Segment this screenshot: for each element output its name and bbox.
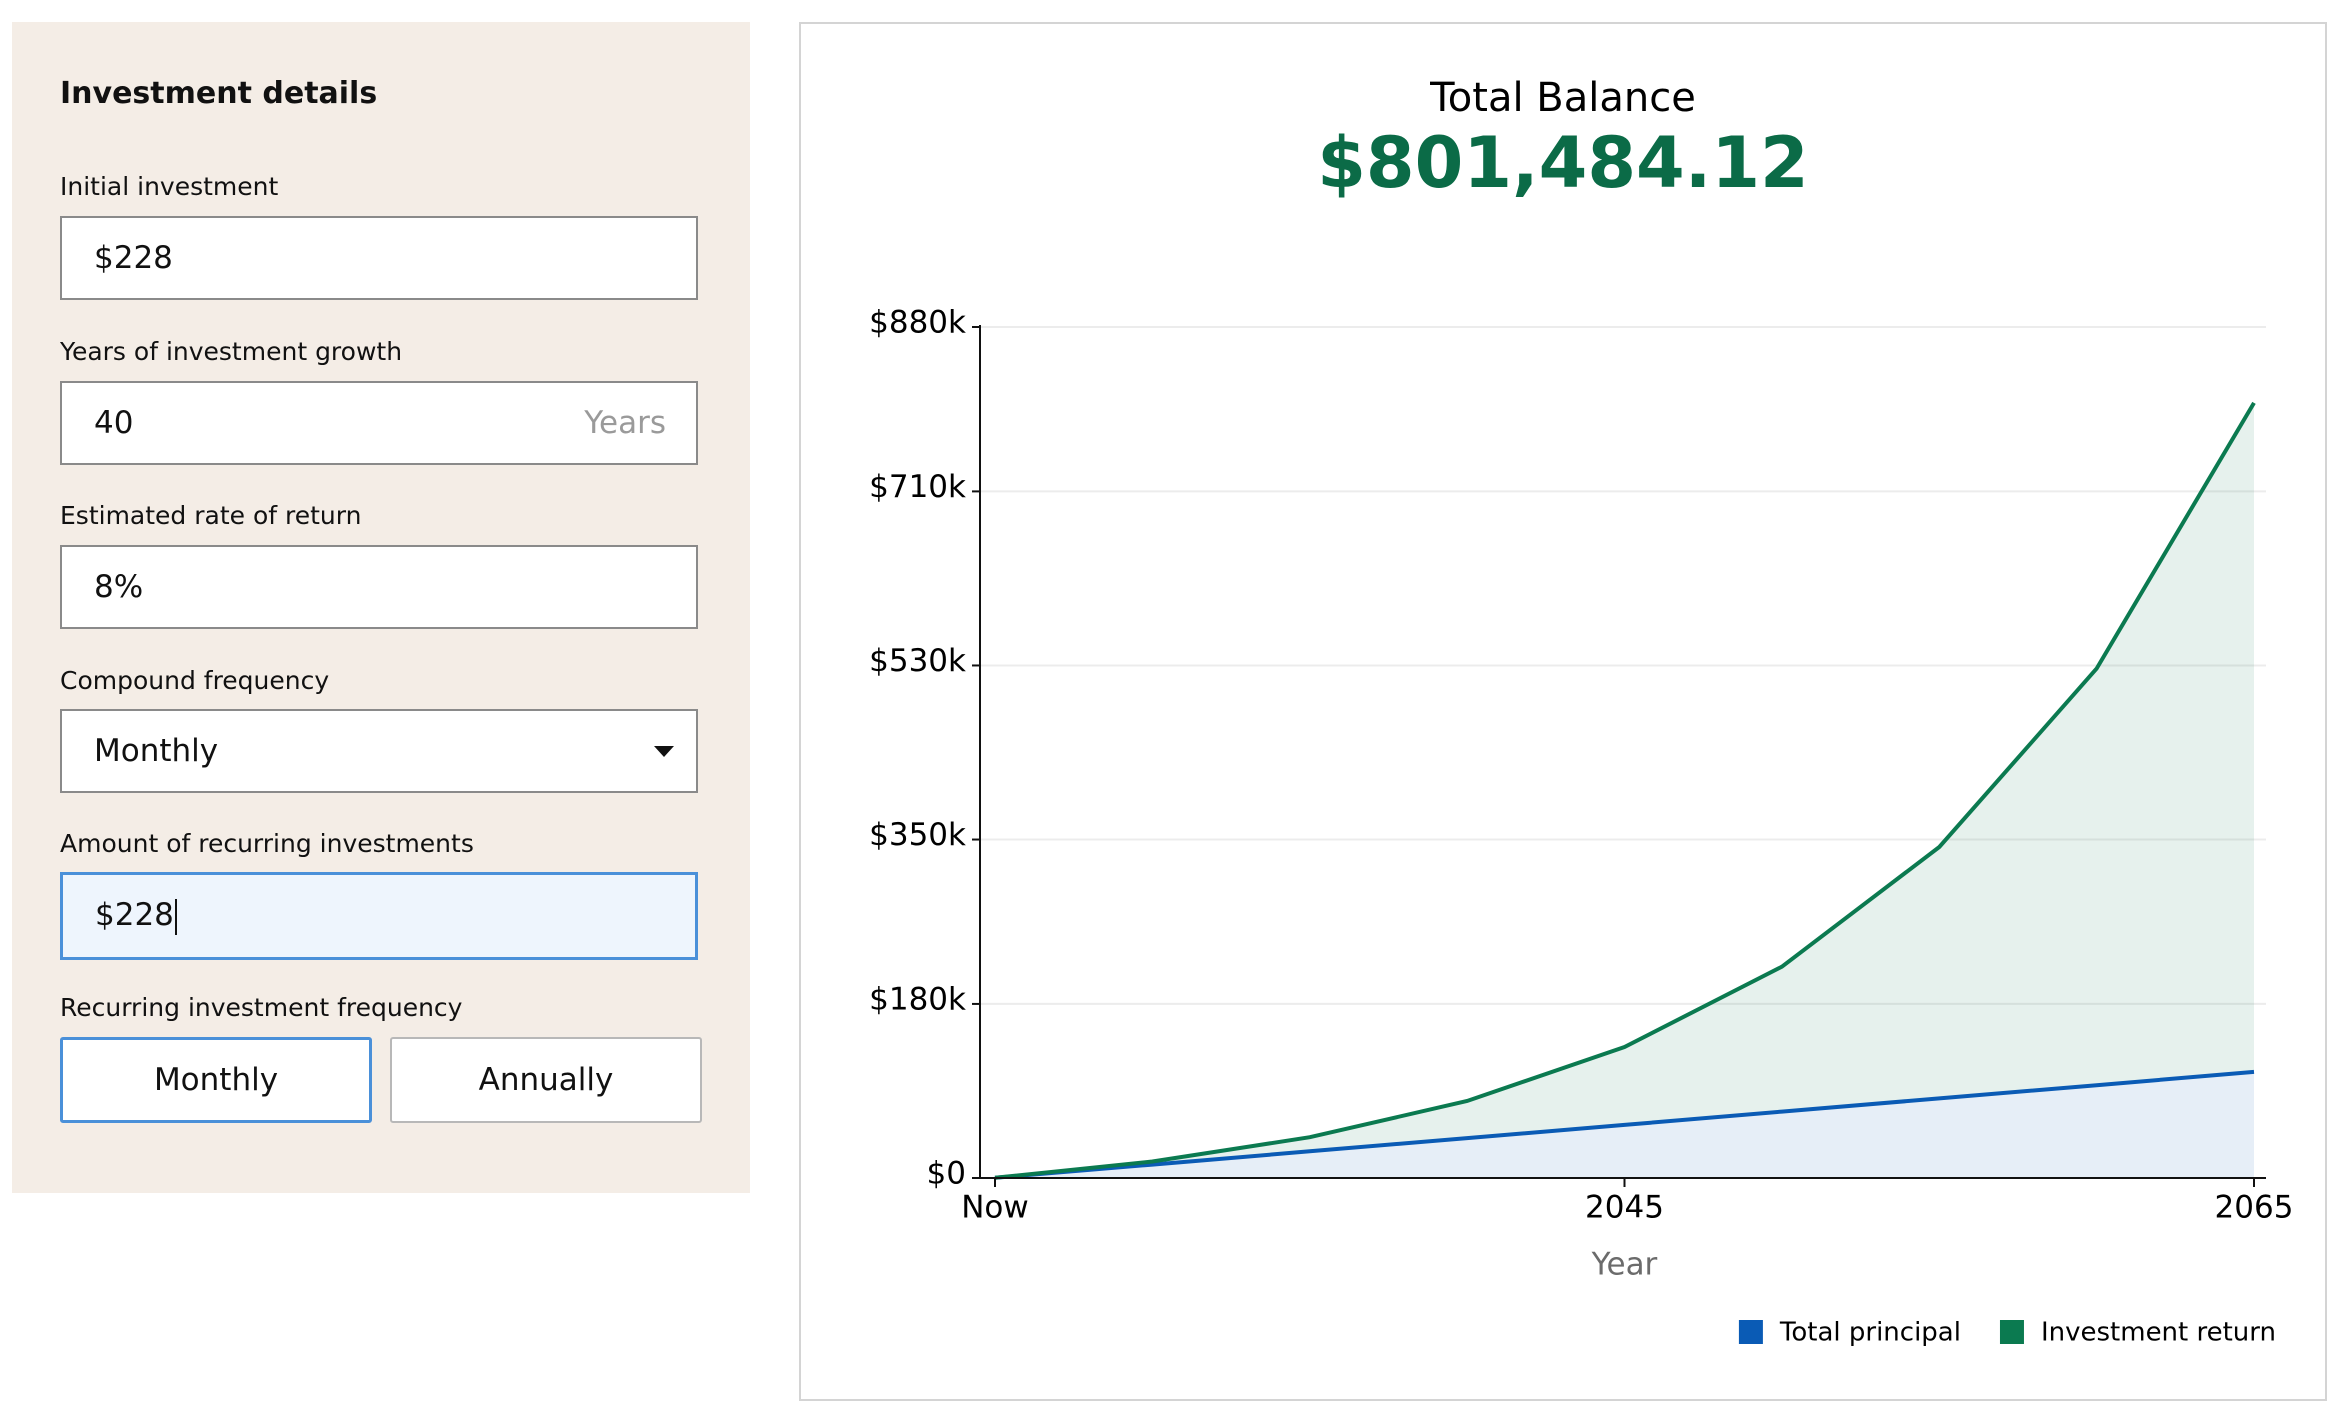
select-value: Monthly — [94, 733, 219, 769]
x-tick-label: 2045 — [1585, 1190, 1664, 1226]
y-tick-label: $0 — [927, 1156, 966, 1192]
y-tick-label: $350k — [869, 817, 966, 853]
text-input[interactable]: 8% — [60, 545, 698, 629]
field-label: Estimated rate of return — [60, 501, 362, 530]
input-value: $228 — [94, 240, 173, 276]
field-label: Compound frequency — [60, 666, 330, 695]
input-value: 8% — [94, 569, 144, 605]
field-label: Amount of recurring investments — [60, 829, 474, 858]
legend-label: Investment return — [2041, 1318, 2276, 1348]
dropdown-caret — [654, 746, 674, 757]
line — [994, 401, 2256, 1180]
x-axis-label: Year — [1591, 1247, 1658, 1283]
text-input[interactable]: $228 — [60, 872, 698, 960]
field-label: Recurring investment frequency — [60, 993, 463, 1022]
text-input[interactable]: 40 Years — [60, 381, 698, 465]
total-balance: $801,484.12 — [1317, 122, 1809, 204]
y-tick-label: $180k — [869, 981, 966, 1017]
text-input[interactable]: $228 — [60, 216, 698, 300]
input-suffix: Years — [584, 405, 666, 441]
legend-label: Total principal — [1779, 1318, 1961, 1348]
field-label: Initial investment — [60, 172, 279, 201]
legend: Investment return Total principal — [1738, 1318, 2276, 1348]
y-tick-label: $880k — [869, 305, 966, 341]
legend-swatch — [1999, 1320, 2024, 1344]
chart-title: Total Balance — [1429, 75, 1696, 121]
select[interactable]: Monthly — [60, 709, 698, 793]
form-title: Investment details — [60, 76, 378, 111]
x-tick-label: Now — [961, 1190, 1029, 1226]
input-value: 40 — [94, 405, 134, 441]
y-tick-label: $710k — [869, 469, 966, 505]
line — [994, 1069, 2255, 1180]
option-button[interactable]: Monthly — [60, 1037, 372, 1123]
x-tick-label: 2065 — [2215, 1190, 2294, 1226]
area — [995, 402, 2254, 1178]
y-tick-label: $530k — [869, 643, 966, 679]
option-button[interactable]: Annually — [390, 1037, 702, 1123]
text-cursor — [174, 898, 177, 935]
field-label: Years of investment growth — [60, 337, 403, 366]
legend-swatch — [1738, 1320, 1763, 1344]
input-value: $228 — [95, 897, 174, 933]
